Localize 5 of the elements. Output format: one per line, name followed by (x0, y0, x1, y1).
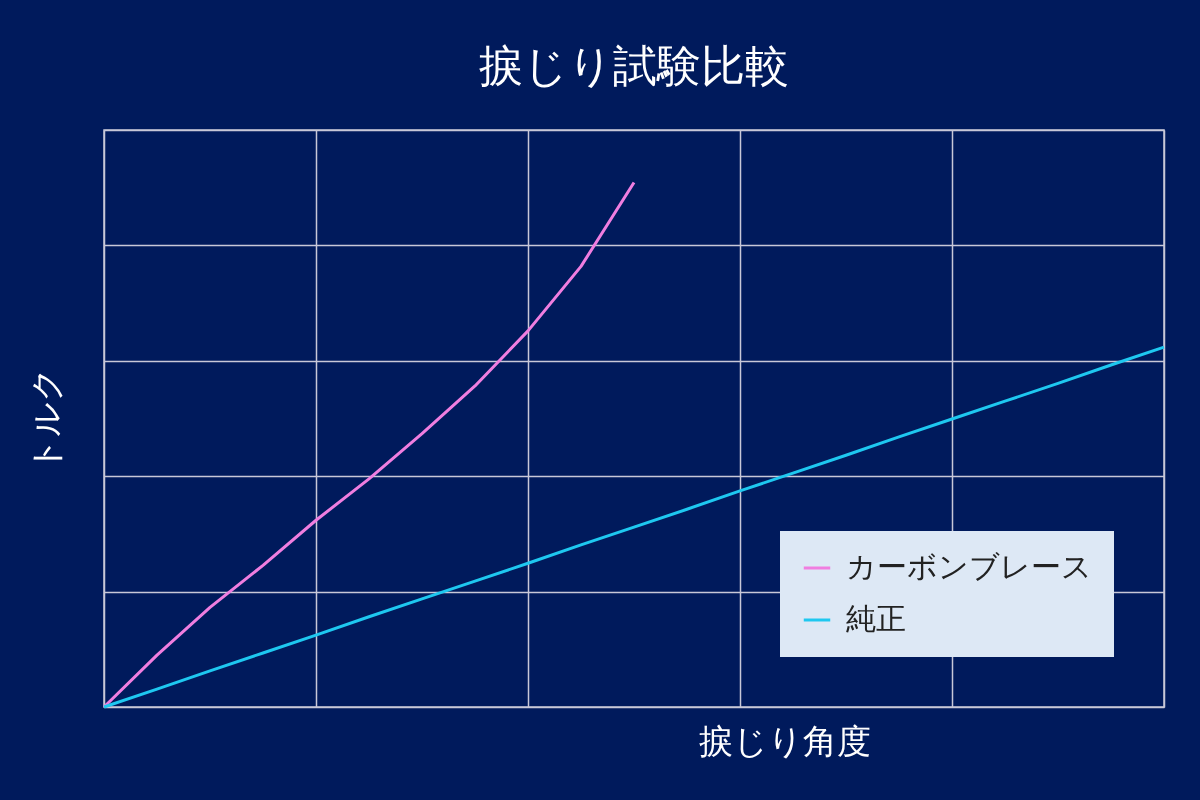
y-axis-title: トルク (25, 366, 66, 472)
legend-label: カーボンブレース (846, 549, 1092, 584)
x-axis-title: 捩じり角度 (698, 720, 871, 761)
chart-title: 捩じり試験比較 (479, 40, 789, 91)
legend-label: 純正 (846, 601, 906, 636)
